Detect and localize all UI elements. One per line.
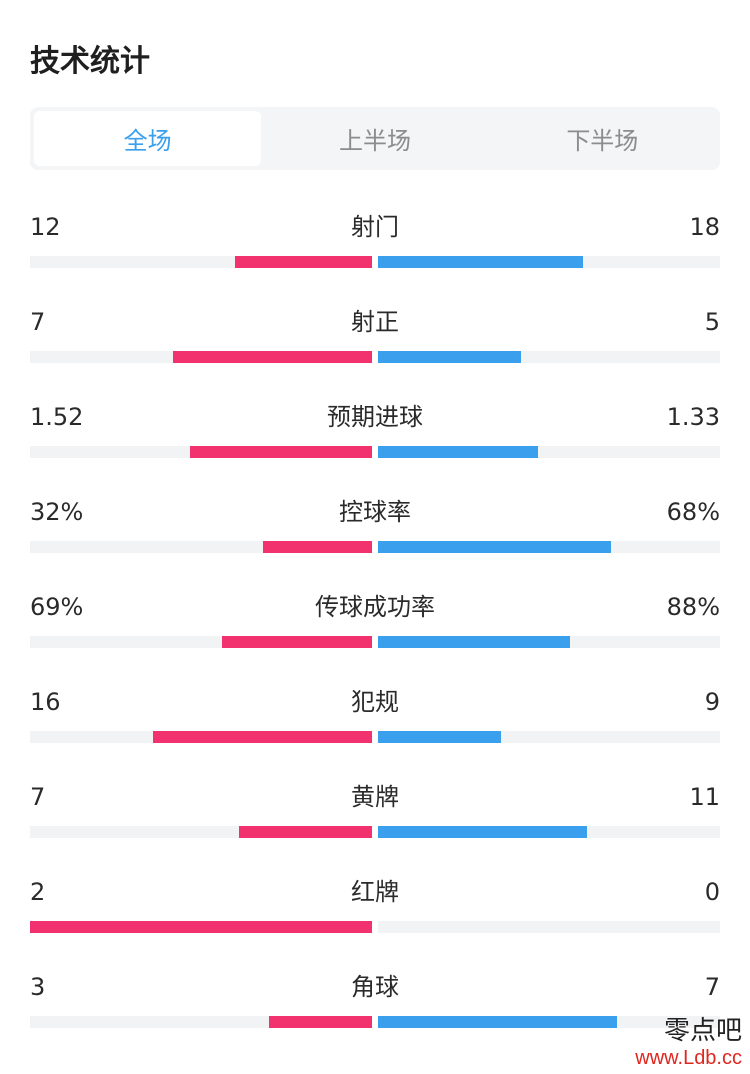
- home-value: 32%: [30, 498, 84, 526]
- stat-row: 3 角球 7: [30, 972, 720, 1042]
- tab-full-match[interactable]: 全场: [34, 111, 262, 166]
- away-value: 9: [704, 688, 720, 716]
- tab-second-half[interactable]: 下半场: [566, 127, 639, 155]
- away-bar: [378, 256, 583, 268]
- away-bar-track: [378, 921, 720, 933]
- period-tabs: 全场 上半场 下半场: [30, 107, 720, 170]
- stat-row: 7 射正 5: [30, 307, 720, 377]
- home-value: 12: [30, 213, 61, 241]
- stat-label: 射正: [351, 308, 399, 336]
- home-bar-track: [30, 636, 372, 648]
- away-bar: [378, 731, 501, 743]
- away-value: 7: [704, 973, 720, 1001]
- home-bar: [222, 636, 372, 648]
- home-value: 1.52: [30, 403, 84, 431]
- home-bar: [190, 446, 372, 458]
- stat-label: 控球率: [339, 498, 411, 526]
- stat-label: 射门: [351, 213, 399, 241]
- watermark: 零点吧 www.Ldb.cc: [635, 1016, 742, 1070]
- away-bar: [378, 446, 538, 458]
- home-value: 2: [30, 878, 46, 906]
- home-bar: [235, 256, 372, 268]
- away-bar: [378, 636, 570, 648]
- away-bar-track: [378, 731, 720, 743]
- away-bar: [378, 826, 587, 838]
- away-value: 18: [689, 213, 720, 241]
- home-value: 16: [30, 688, 61, 716]
- away-bar-track: [378, 826, 720, 838]
- home-bar-track: [30, 921, 372, 933]
- home-bar-track: [30, 1016, 372, 1028]
- away-bar: [378, 541, 611, 553]
- stat-label: 犯规: [351, 688, 399, 716]
- away-bar: [378, 1016, 617, 1028]
- stat-row: 7 黄牌 11: [30, 782, 720, 852]
- stat-label: 预期进球: [327, 403, 423, 431]
- home-bar: [153, 731, 372, 743]
- home-value: 7: [30, 783, 46, 811]
- stat-row: 16 犯规 9: [30, 687, 720, 757]
- away-bar: [378, 351, 521, 363]
- stat-label: 红牌: [351, 878, 399, 906]
- stat-label: 黄牌: [351, 783, 399, 811]
- stat-row: 1.52 预期进球 1.33: [30, 402, 720, 472]
- away-bar-track: [378, 256, 720, 268]
- away-bar-track: [378, 541, 720, 553]
- away-value: 88%: [666, 593, 720, 621]
- home-value: 7: [30, 308, 46, 336]
- away-value: 11: [689, 783, 720, 811]
- away-bar-track: [378, 446, 720, 458]
- home-bar: [30, 921, 372, 933]
- watermark-name: 零点吧: [663, 1016, 742, 1046]
- home-bar: [239, 826, 372, 838]
- home-bar-track: [30, 256, 372, 268]
- home-bar: [269, 1016, 372, 1028]
- home-bar-track: [30, 446, 372, 458]
- away-bar-track: [378, 351, 720, 363]
- away-value: 68%: [666, 498, 720, 526]
- watermark-url: www.Ldb.cc: [635, 1047, 742, 1069]
- home-bar-track: [30, 731, 372, 743]
- page-title: 技术统计: [30, 44, 150, 79]
- home-bar-track: [30, 541, 372, 553]
- home-value: 69%: [30, 593, 84, 621]
- tab-first-half[interactable]: 上半场: [338, 127, 411, 155]
- stat-row: 69% 传球成功率 88%: [30, 592, 720, 662]
- stat-row: 12 射门 18: [30, 212, 720, 282]
- home-value: 3: [30, 973, 46, 1001]
- stat-row: 32% 控球率 68%: [30, 497, 720, 567]
- home-bar: [263, 541, 372, 553]
- away-bar-track: [378, 1016, 720, 1028]
- stat-row: 2 红牌 0: [30, 877, 720, 947]
- away-bar-track: [378, 636, 720, 648]
- away-value: 1.33: [666, 403, 720, 431]
- away-value: 5: [704, 308, 720, 336]
- home-bar-track: [30, 826, 372, 838]
- stat-label: 角球: [351, 973, 399, 1001]
- home-bar-track: [30, 351, 372, 363]
- stat-label: 传球成功率: [315, 593, 435, 621]
- home-bar: [173, 351, 372, 363]
- away-value: 0: [704, 878, 720, 906]
